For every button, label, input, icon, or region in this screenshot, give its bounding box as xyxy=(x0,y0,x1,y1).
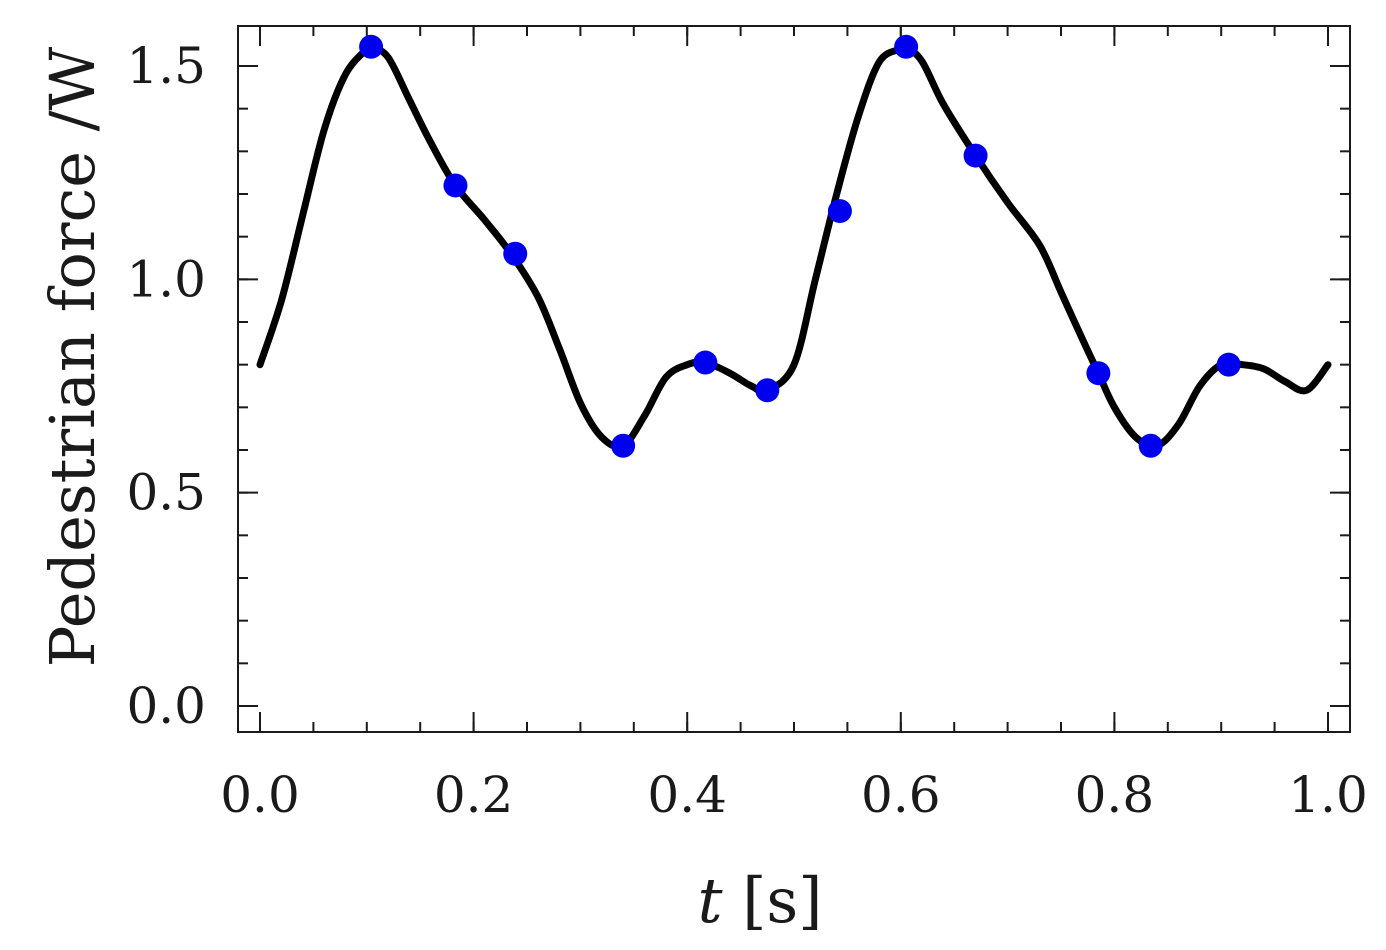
x-tick-label: 0.6 xyxy=(861,766,941,824)
x-tick-label: 0.0 xyxy=(220,766,300,824)
ticks xyxy=(238,26,1350,732)
data-point-marker xyxy=(755,378,780,403)
x-axis-unit: [s] xyxy=(723,864,823,937)
x-tick-label: 1.0 xyxy=(1288,766,1368,824)
plot-frame xyxy=(237,25,1351,733)
data-point-marker xyxy=(827,199,852,224)
data-point-marker xyxy=(443,173,468,198)
y-tick-label: 1.0 xyxy=(126,250,206,308)
x-axis-variable: t xyxy=(698,864,723,937)
x-tick-label: 0.4 xyxy=(647,766,727,824)
x-tick-label: 0.8 xyxy=(1075,766,1155,824)
y-tick-label: 1.5 xyxy=(126,37,206,95)
data-point-marker xyxy=(1138,433,1163,458)
data-point-marker xyxy=(611,433,636,458)
y-tick-label: 0.5 xyxy=(126,464,206,522)
data-point-marker xyxy=(1216,352,1241,377)
x-axis-title: t [s] xyxy=(698,864,823,937)
data-point-marker xyxy=(894,34,919,59)
x-tick-label: 0.2 xyxy=(434,766,514,824)
markers xyxy=(359,34,1241,458)
data-point-marker xyxy=(359,34,384,59)
y-tick-label: 0.0 xyxy=(126,677,206,735)
data-point-marker xyxy=(1086,361,1111,386)
data-point-marker xyxy=(963,143,988,168)
y-axis-title: Pedestrian force /W xyxy=(36,47,109,668)
data-point-marker xyxy=(503,241,528,266)
data-point-marker xyxy=(693,350,718,375)
series-line xyxy=(256,42,1332,451)
tick-labels: 0.0 0.2 0.4 0.6 0.8 1.0 0.0 0.5 1.0 1.5 xyxy=(126,37,1367,824)
